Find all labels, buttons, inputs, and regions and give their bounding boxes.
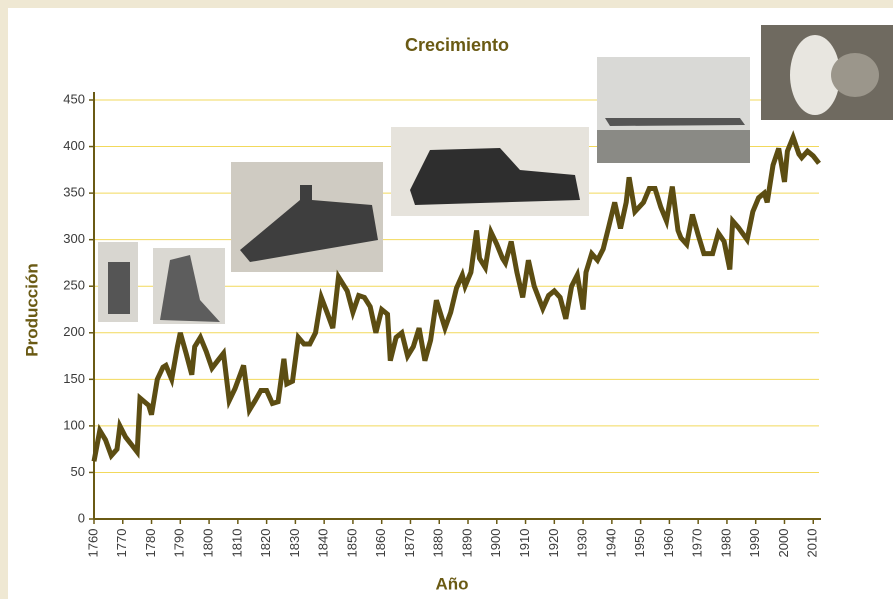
photo-shape [108, 262, 130, 314]
y-tick-label: 200 [63, 324, 85, 339]
x-tick-label: 1990 [747, 529, 762, 558]
y-tick-label: 250 [63, 278, 85, 293]
x-tick-label: 1760 [85, 529, 100, 558]
y-tick-label: 450 [63, 91, 85, 106]
x-tick-label: 1910 [517, 529, 532, 558]
photo-shape [597, 130, 750, 163]
x-tick-label: 1840 [316, 529, 331, 558]
y-tick-label: 350 [63, 185, 85, 200]
x-tick-label: 1860 [373, 529, 388, 558]
photo-shape [605, 118, 745, 126]
chart: Crecimiento Año Producción 0 50 100 150 200 2… [0, 0, 893, 599]
x-axis-label: Año [435, 574, 468, 593]
x-tick-label: 1790 [172, 529, 187, 558]
x-tick-label: 1950 [632, 529, 647, 558]
x-tick-label: 1890 [459, 529, 474, 558]
x-tick-label: 2010 [805, 529, 820, 558]
x-tick-label: 1930 [575, 529, 590, 558]
x-tick-label: 1820 [258, 529, 273, 558]
y-tick-label: 50 [71, 464, 85, 479]
x-tick-label: 1850 [344, 529, 359, 558]
x-tick-label: 1800 [201, 529, 216, 558]
photo-shape [831, 53, 879, 97]
y-tick-label: 150 [63, 371, 85, 386]
x-tick-label: 1980 [718, 529, 733, 558]
x-tick-label: 1900 [488, 529, 503, 558]
y-axis-label: Producción [22, 263, 41, 357]
y-tick-label: 100 [63, 417, 85, 432]
y-tick-label: 300 [63, 231, 85, 246]
x-tick-label: 1870 [402, 529, 417, 558]
x-tick-label: 1960 [661, 529, 676, 558]
x-tick-label: 1880 [431, 529, 446, 558]
x-tick-label: 2000 [776, 529, 791, 558]
y-tick-label: 400 [63, 138, 85, 153]
x-tick-label: 1970 [690, 529, 705, 558]
x-tick-label: 1830 [287, 529, 302, 558]
x-tick-label: 1780 [143, 529, 158, 558]
x-tick-label: 1920 [546, 529, 561, 558]
chart-title: Crecimiento [405, 35, 509, 55]
x-tick-label: 1770 [114, 529, 129, 558]
x-tick-label: 1940 [603, 529, 618, 558]
y-tick-label: 0 [78, 510, 85, 525]
x-tick-label: 1810 [229, 529, 244, 558]
